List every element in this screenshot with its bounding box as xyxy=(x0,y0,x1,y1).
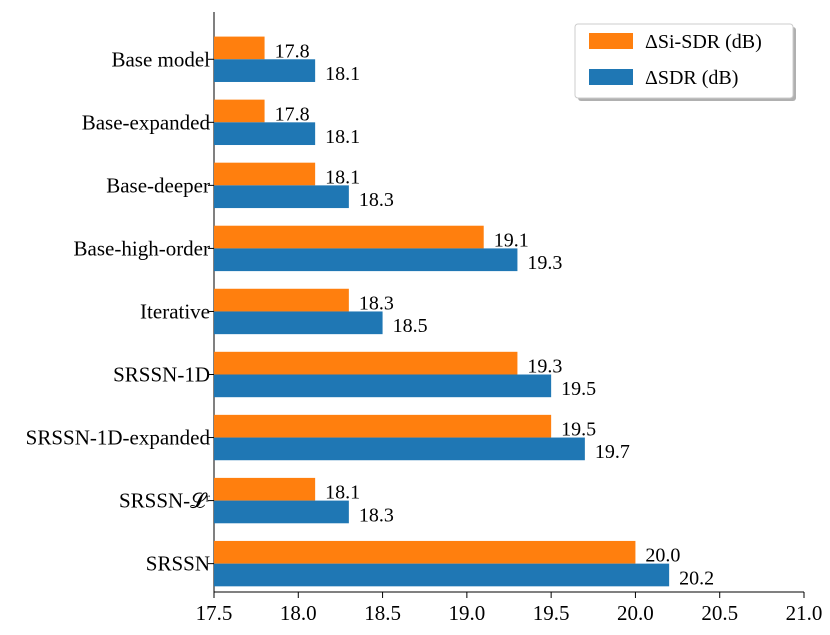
bar-si-sdr xyxy=(214,477,316,501)
category-label: SRSSN-1D xyxy=(113,363,210,387)
bar-si-sdr xyxy=(214,351,518,375)
data-label-si-sdr: 19.3 xyxy=(527,356,562,378)
legend-label-sdr: ΔSDR (dB) xyxy=(645,67,738,89)
bar-sdr xyxy=(214,311,383,335)
data-label-sdr: 18.3 xyxy=(359,189,394,211)
bar-sdr xyxy=(214,59,316,82)
data-label-si-sdr: 17.8 xyxy=(275,103,310,125)
data-label-si-sdr: 19.5 xyxy=(561,419,596,441)
data-label-si-sdr: 18.1 xyxy=(325,482,360,504)
bar-si-sdr xyxy=(214,414,552,438)
bar-sdr xyxy=(214,248,518,272)
x-tick-label: 20.0 xyxy=(617,601,654,625)
bar-sdr xyxy=(214,185,349,209)
legend-swatch-sdr xyxy=(589,69,633,85)
bar-sdr xyxy=(214,122,316,146)
data-label-sdr: 20.2 xyxy=(679,567,714,589)
legend-swatch-si-sdr xyxy=(589,33,633,49)
bar-sdr xyxy=(214,500,349,524)
data-labels: 17.818.117.818.118.118.319.119.318.318.5… xyxy=(275,40,715,589)
bar-sdr xyxy=(214,563,670,587)
bar-si-sdr xyxy=(214,225,484,249)
bar-sdr xyxy=(214,437,585,461)
data-label-sdr: 18.1 xyxy=(325,63,360,85)
x-tick-label: 17.5 xyxy=(196,601,233,625)
bar-si-sdr xyxy=(214,540,636,564)
category-label: Base-expanded xyxy=(82,110,211,134)
bar-si-sdr xyxy=(214,99,265,123)
data-label-si-sdr: 19.1 xyxy=(494,229,529,251)
data-label-sdr: 19.3 xyxy=(527,252,562,274)
x-ticks: 17.5 18.0 18.5 19.0 19.5 20.0 20.5 21.0 xyxy=(196,592,823,625)
bar-si-sdr xyxy=(214,162,316,186)
data-label-si-sdr: 18.3 xyxy=(359,292,394,314)
x-tick-label: 19.5 xyxy=(533,601,570,625)
data-label-sdr: 19.5 xyxy=(561,378,596,400)
legend: ΔSi-SDR (dB) ΔSDR (dB) xyxy=(574,23,796,101)
legend-label-si-sdr: ΔSi-SDR (dB) xyxy=(645,31,762,53)
category-label: Iterative xyxy=(140,299,210,323)
category-label: SRSSN-1D-expanded xyxy=(26,426,211,450)
x-tick-label: 18.0 xyxy=(280,601,317,625)
data-label-si-sdr: 17.8 xyxy=(275,40,310,62)
x-tick-label: 20.5 xyxy=(701,601,738,625)
category-label: Base model xyxy=(111,47,210,71)
category-label: Base-high-order xyxy=(74,236,210,260)
x-tick-label: 21.0 xyxy=(786,601,823,625)
bar-si-sdr xyxy=(214,36,265,60)
bar-sdr xyxy=(214,374,552,398)
data-label-si-sdr: 20.0 xyxy=(645,545,680,567)
category-labels: Base model Base-expanded Base-deeper Base-h… xyxy=(26,47,214,576)
data-label-sdr: 18.1 xyxy=(325,126,360,148)
category-label: SRSSN-𝓛ʳ xyxy=(119,489,210,513)
category-label: SRSSN xyxy=(146,552,210,576)
category-label: Base-deeper xyxy=(106,173,210,197)
x-tick-label: 19.0 xyxy=(448,601,485,625)
x-tick-label: 18.5 xyxy=(364,601,401,625)
bar-si-sdr xyxy=(214,288,349,312)
bars xyxy=(214,36,670,587)
data-label-si-sdr: 18.1 xyxy=(325,166,360,188)
data-label-sdr: 18.3 xyxy=(359,504,394,526)
data-label-sdr: 18.5 xyxy=(393,315,428,337)
data-label-sdr: 19.7 xyxy=(595,441,630,463)
